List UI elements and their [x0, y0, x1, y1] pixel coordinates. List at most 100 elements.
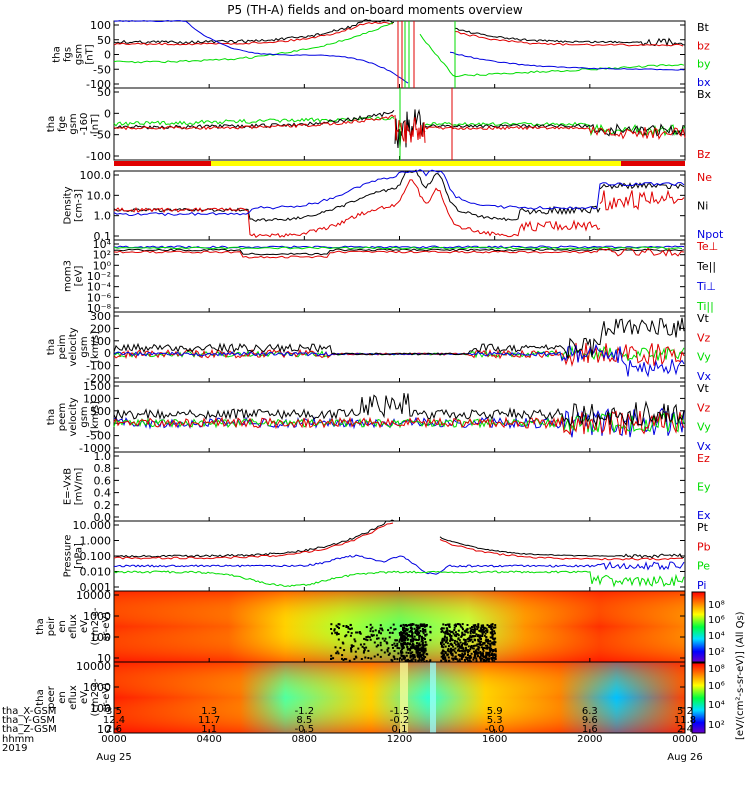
- heatmap-pixel: [416, 653, 419, 656]
- heatmap-pixel: [424, 648, 426, 651]
- heatmap-pixel: [403, 655, 406, 658]
- heatmap-pixel: [420, 637, 423, 640]
- trace-ti-par: [113, 246, 683, 250]
- heatmap-pixel: [453, 624, 456, 627]
- heatmap-pixel: [473, 629, 476, 632]
- heatmap-pixel: [469, 635, 472, 638]
- heatmap-pixel: [396, 639, 398, 642]
- heatmap-pixel: [442, 656, 445, 659]
- heatmap-pixel: [447, 647, 450, 650]
- heatmap-pixel: [367, 657, 370, 659]
- heatmap-pixel: [406, 624, 408, 627]
- heatmap-pixel: [422, 632, 425, 635]
- heatmap-pixel: [400, 638, 403, 641]
- heatmap-pixel: [400, 654, 403, 657]
- heatmap-pixel: [380, 627, 383, 630]
- heatmap-pixel: [477, 624, 480, 627]
- heatmap-pixel: [405, 659, 408, 662]
- y-axis-label: thafgsgsm[nT]: [52, 44, 96, 65]
- heatmap-pixel: [486, 644, 489, 647]
- y-tick-label: 100: [90, 19, 111, 32]
- heatmap-pixel: [479, 659, 482, 662]
- heatmap-pixel: [490, 626, 493, 629]
- legend-entry: Ex: [697, 509, 711, 522]
- heatmap-pixel: [470, 656, 473, 659]
- heatmap-pixel: [447, 656, 450, 659]
- heatmap-pixel: [401, 642, 404, 645]
- heatmap-pixel: [455, 633, 458, 636]
- heatmap-pixel: [424, 634, 427, 637]
- heatmap-pixel: [378, 630, 381, 633]
- heatmap-pixel: [485, 636, 488, 639]
- heatmap-pixel: [418, 631, 421, 634]
- heatmap-pixel: [457, 660, 460, 663]
- heatmap-pixel: [345, 625, 348, 627]
- heatmap-pixel: [353, 658, 356, 661]
- heatmap-pixel: [337, 638, 340, 641]
- heatmap-pixel: [457, 623, 460, 626]
- heatmap-pixel: [442, 623, 445, 626]
- y-axis-label-line: fge: [57, 116, 68, 132]
- heatmap-pixel: [418, 655, 421, 658]
- y-tick-label: 10000: [76, 589, 111, 602]
- heatmap-pixel: [454, 647, 457, 650]
- heatmap-pixel: [416, 646, 419, 649]
- heatmap-pixel: [441, 650, 444, 653]
- heatmap-pixel: [400, 637, 402, 640]
- legend-entry: Te⊥: [696, 240, 718, 253]
- heatmap-pixel: [411, 645, 414, 648]
- heatmap-pixel: [474, 635, 477, 638]
- heatmap-pixel: [454, 643, 457, 646]
- heatmap-pixel: [474, 652, 476, 655]
- heatmap-pixel: [488, 655, 491, 658]
- y-axis-label-line: [nT]: [85, 44, 96, 64]
- heatmap-pixel: [480, 626, 483, 629]
- trace-te-perp: [113, 247, 685, 259]
- heatmap-pixel: [417, 655, 419, 658]
- y-axis-label-line: sr-eV): [101, 612, 112, 641]
- heatmap-pixel: [487, 658, 490, 661]
- heatmap-pixel: [473, 656, 476, 659]
- y-axis-label-line: mom3: [63, 260, 74, 292]
- heatmap-pixel: [483, 642, 486, 644]
- heatmap-pixel: [392, 646, 394, 649]
- heatmap-pixel: [452, 632, 455, 635]
- ephem-row-label: 2019: [2, 743, 27, 754]
- heatmap-pixel: [416, 630, 419, 633]
- heatmap-pixel: [472, 658, 475, 661]
- heatmap-pixel: [445, 640, 448, 642]
- heatmap-pixel: [418, 657, 421, 660]
- heatmap-pixel: [456, 645, 459, 648]
- colorbar-tick: 10⁸: [708, 600, 725, 611]
- heatmap-pixel: [392, 623, 395, 626]
- heatmap-pixel: [330, 623, 333, 626]
- heatmap-pixel: [364, 656, 367, 659]
- ephem-value: 1.6: [582, 724, 598, 735]
- heatmap-pixel: [457, 643, 460, 646]
- y-axis-label-line: tha: [46, 339, 57, 355]
- heatmap-pixel: [442, 655, 445, 657]
- y-tick-label: -1000: [79, 442, 111, 455]
- legend-entry: bz: [697, 39, 710, 52]
- heatmap-pixel: [491, 641, 494, 644]
- heatmap-pixel: [422, 629, 425, 632]
- heatmap-pixel: [421, 636, 423, 639]
- heatmap-pixel: [471, 626, 473, 628]
- heatmap-pixel: [417, 645, 419, 647]
- heatmap-pixel: [445, 631, 448, 634]
- heatmap-pixel: [446, 633, 449, 635]
- heatmap-pixel: [418, 654, 421, 657]
- heatmap-pixel: [472, 647, 475, 650]
- heatmap-pixel: [444, 645, 447, 648]
- heatmap-pixel: [392, 655, 395, 658]
- heatmap-pixel: [446, 638, 449, 641]
- heatmap-pixel: [465, 628, 468, 631]
- heatmap-pixel: [471, 640, 474, 643]
- heatmap-pixel: [491, 652, 493, 655]
- heatmap-pixel: [370, 657, 373, 660]
- heatmap-pixel: [412, 623, 415, 626]
- heatmap-pixel: [485, 640, 488, 643]
- heatmap-pixel: [331, 632, 333, 635]
- heatmap-pixel: [407, 638, 410, 641]
- legend-entry: Npot: [697, 228, 724, 241]
